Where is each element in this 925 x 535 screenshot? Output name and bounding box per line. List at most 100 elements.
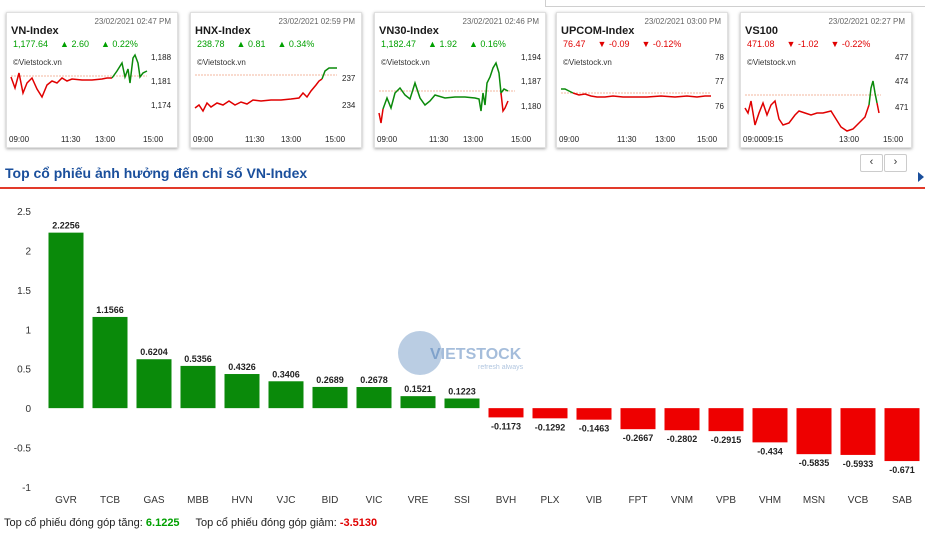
y-tick: 77 bbox=[715, 77, 724, 86]
index-pct: ▼ -0.12% bbox=[641, 39, 682, 49]
data-label: 0.3406 bbox=[272, 369, 300, 379]
y-tick-label: 2 bbox=[25, 246, 31, 257]
x-tick: 09:00 bbox=[377, 135, 398, 144]
y-tick: 1,188 bbox=[151, 53, 172, 62]
x-tick: 09:00 bbox=[559, 135, 580, 144]
data-label: -0.5835 bbox=[799, 458, 830, 468]
x-tick: 15:00 bbox=[883, 135, 904, 144]
down-summary-value: -3.5130 bbox=[339, 517, 378, 529]
index-name: VN30-Index bbox=[379, 25, 439, 37]
y-tick: 471 bbox=[895, 103, 909, 112]
bar-tcb bbox=[92, 316, 128, 409]
bar-vre bbox=[400, 396, 436, 409]
y-tick-label: 2.5 bbox=[17, 207, 31, 218]
index-change: ▼ -0.09 bbox=[597, 39, 630, 49]
x-tick: 09:00 bbox=[193, 135, 214, 144]
section-title: Top cổ phiếu ảnh hưởng đến chỉ số VN-Ind… bbox=[5, 165, 308, 181]
index-value: 76.47 bbox=[563, 39, 586, 49]
y-tick: 78 bbox=[715, 53, 724, 62]
x-tick: 11:30 bbox=[245, 135, 265, 144]
bar-plx bbox=[532, 408, 568, 419]
x-tick: 15:00 bbox=[325, 135, 346, 144]
x-tick: 11:30 bbox=[429, 135, 449, 144]
data-label: 1.1566 bbox=[96, 305, 124, 315]
mini-chart-vs100[interactable]: 23/02/2021 02:27 PM VS100 471.08 ▼ -1.02 ▼… bbox=[740, 12, 912, 148]
index-change: ▼ -1.02 bbox=[786, 39, 819, 49]
sparkline bbox=[378, 61, 515, 124]
index-value: 471.08 bbox=[747, 39, 775, 49]
bar-gas bbox=[136, 359, 172, 409]
up-summary-label: Top cổ phiếu đóng góp tăng: bbox=[4, 517, 143, 529]
x-tick-label: VIB bbox=[586, 495, 602, 506]
mini-chart-vn30-index[interactable]: 23/02/2021 02:46 PM VN30-Index 1,182.47 ▲… bbox=[374, 12, 546, 148]
mini-chart-hnx-index[interactable]: 23/02/2021 02:59 PM HNX-Index 238.78 ▲ 0.… bbox=[190, 12, 362, 148]
x-tick-label: SSI bbox=[454, 495, 470, 506]
bar-vcb bbox=[840, 408, 876, 455]
timestamp: 23/02/2021 02:46 PM bbox=[462, 17, 539, 26]
x-tick-label: BVH bbox=[496, 495, 517, 506]
bar-vic bbox=[356, 387, 392, 409]
bar-vhm bbox=[752, 408, 788, 443]
bar-msn bbox=[796, 408, 832, 455]
top-search-box[interactable] bbox=[545, 0, 925, 7]
x-tick-label: VNM bbox=[671, 495, 693, 506]
x-tick-label: FPT bbox=[629, 495, 648, 506]
index-values: 238.78 ▲ 0.81 ▲ 0.34% bbox=[197, 39, 326, 49]
data-label: -0.5933 bbox=[843, 459, 874, 469]
watermark-brand: VIETSTOCK bbox=[430, 346, 522, 363]
prev-button[interactable]: ‹ bbox=[860, 154, 883, 172]
index-value: 238.78 bbox=[197, 39, 225, 49]
x-tick: 15:00 bbox=[697, 135, 718, 144]
data-label: -0.671 bbox=[889, 465, 915, 475]
x-tick-label: GVR bbox=[55, 495, 77, 506]
y-tick: 1,180 bbox=[521, 102, 542, 111]
data-label: -0.2915 bbox=[711, 435, 742, 445]
watermark: ©Vietstock.vn bbox=[13, 58, 62, 67]
bar-bid bbox=[312, 386, 348, 409]
timestamp: 23/02/2021 03:00 PM bbox=[644, 17, 721, 26]
bar-hvn bbox=[224, 374, 260, 409]
index-change: ▲ 2.60 bbox=[60, 39, 89, 49]
data-label: -0.1292 bbox=[535, 422, 566, 432]
index-values: 471.08 ▼ -1.02 ▼ -0.22% bbox=[747, 39, 882, 49]
data-label: 0.1521 bbox=[404, 384, 432, 394]
data-label: 0.2689 bbox=[316, 375, 344, 385]
sparkline bbox=[10, 53, 148, 99]
x-tick: 13:00 bbox=[839, 135, 860, 144]
bar-vjc bbox=[268, 381, 304, 409]
next-button[interactable]: › bbox=[884, 154, 907, 172]
x-tick: 11:30 bbox=[617, 135, 637, 144]
y-tick: 1,194 bbox=[521, 53, 542, 62]
x-tick-label: PLX bbox=[541, 495, 560, 506]
index-name: VN-Index bbox=[11, 25, 59, 37]
bar-vnm bbox=[664, 408, 700, 431]
index-pct: ▼ -0.22% bbox=[830, 39, 871, 49]
data-label: 0.6204 bbox=[140, 347, 168, 357]
x-tick: 13:00 bbox=[463, 135, 484, 144]
section-divider bbox=[0, 187, 925, 189]
watermark: ©Vietstock.vn bbox=[563, 58, 612, 67]
x-tick-label: BID bbox=[322, 495, 339, 506]
index-change: ▲ 1.92 bbox=[428, 39, 457, 49]
index-value: 1,182.47 bbox=[381, 39, 417, 49]
bar-gvr bbox=[48, 232, 84, 409]
y-tick-label: 0.5 bbox=[17, 365, 31, 376]
mini-chart-nav: ‹ › bbox=[860, 152, 908, 172]
x-tick: 09:15 bbox=[763, 135, 784, 144]
x-tick-label: VJC bbox=[277, 495, 296, 506]
mini-chart-vn-index[interactable]: 23/02/2021 02:47 PM VN-Index 1,177.64 ▲ 2… bbox=[6, 12, 178, 148]
x-tick: 11:30 bbox=[61, 135, 81, 144]
x-tick-label: TCB bbox=[100, 495, 120, 506]
x-tick-label: SAB bbox=[892, 495, 912, 506]
expand-arrow-icon[interactable] bbox=[918, 172, 924, 182]
sparkline bbox=[561, 88, 711, 98]
x-tick: 13:00 bbox=[281, 135, 302, 144]
x-tick-label: MBB bbox=[187, 495, 209, 506]
index-values: 1,177.64 ▲ 2.60 ▲ 0.22% bbox=[13, 39, 150, 49]
x-tick: 15:00 bbox=[511, 135, 532, 144]
index-pct: ▲ 0.22% bbox=[100, 39, 138, 49]
mini-chart-upcom-index[interactable]: 23/02/2021 03:00 PM UPCOM-Index 76.47 ▼ -… bbox=[556, 12, 728, 148]
y-tick: 237 bbox=[342, 74, 356, 83]
